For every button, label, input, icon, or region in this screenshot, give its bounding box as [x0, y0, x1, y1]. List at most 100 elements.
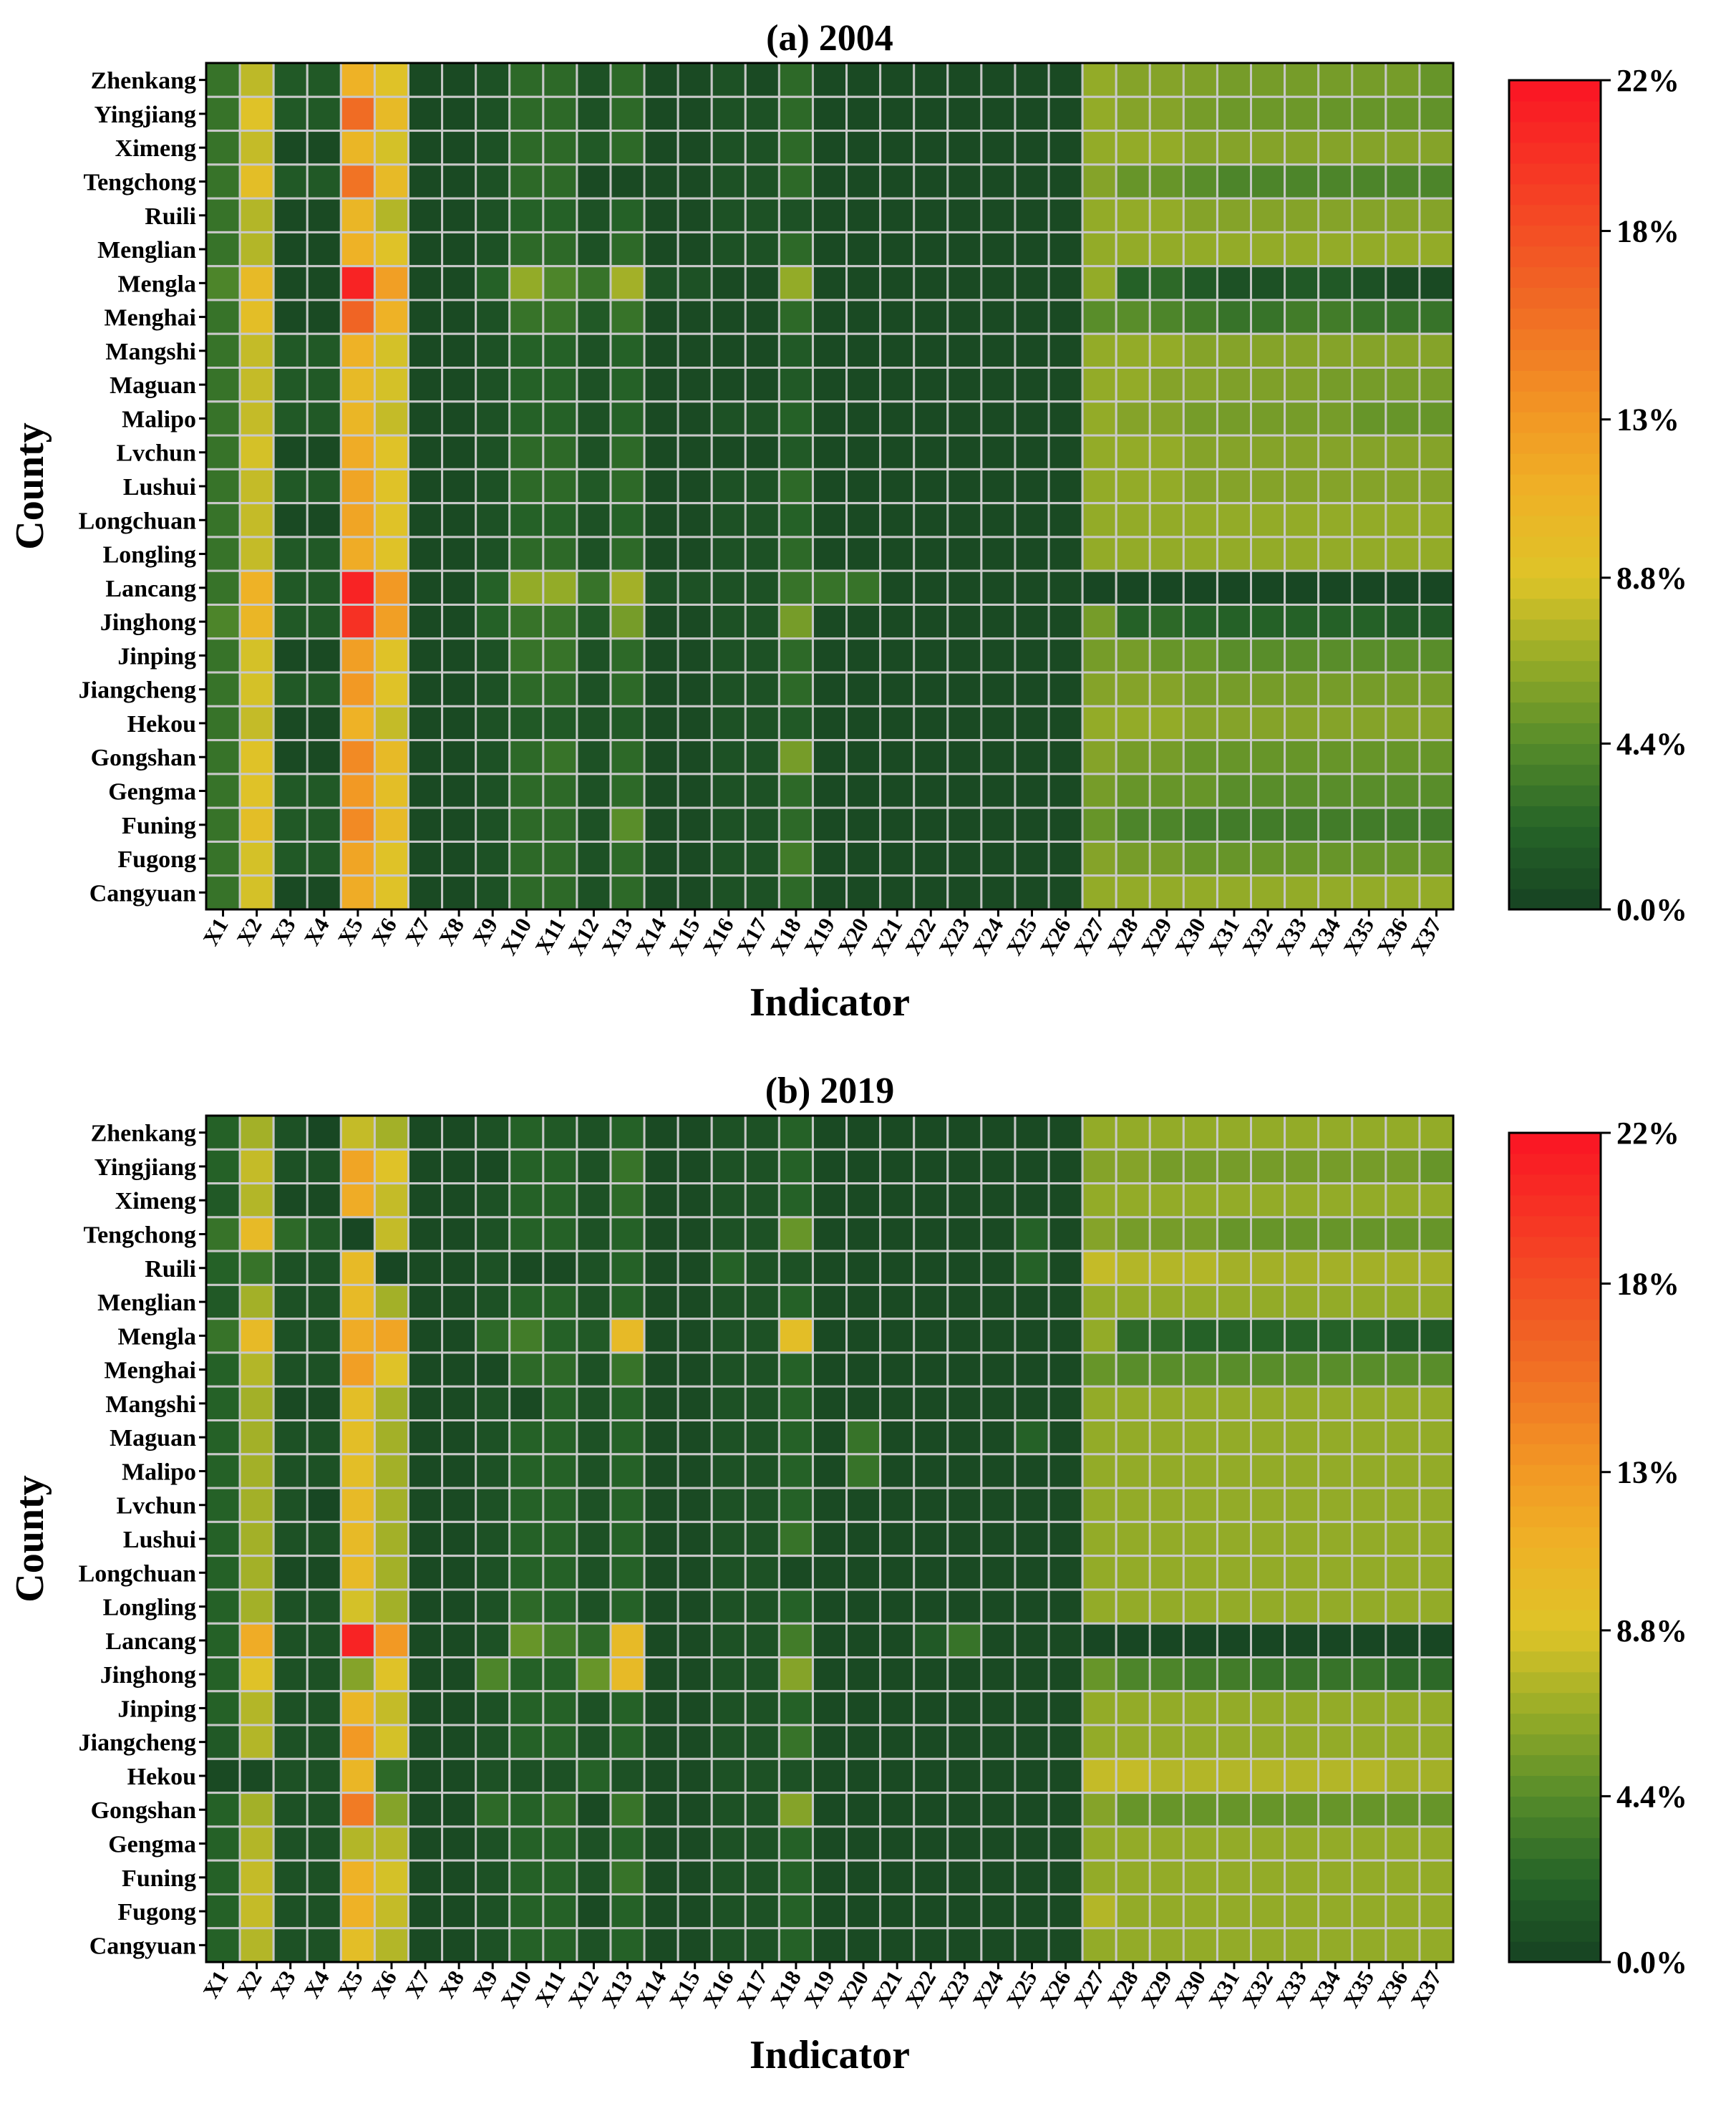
heatmap-cell	[811, 400, 848, 437]
heatmap-cell	[272, 265, 309, 301]
heatmap-cell	[1148, 1283, 1185, 1320]
heatmap-cell	[1250, 1419, 1286, 1456]
heatmap-cell	[777, 367, 814, 403]
heatmap-cell	[542, 806, 578, 843]
heatmap-cell	[643, 1419, 679, 1456]
heatmap-cell	[1385, 1825, 1421, 1862]
heatmap-cell	[879, 95, 916, 132]
heatmap-cell	[1216, 773, 1253, 809]
heatmap-cell	[542, 1724, 578, 1760]
heatmap-cell	[1418, 502, 1455, 538]
heatmap-cell	[1148, 1588, 1185, 1625]
heatmap-cell	[677, 1385, 713, 1422]
heatmap-cell	[1351, 603, 1387, 640]
heatmap-cell	[1115, 874, 1151, 911]
heatmap-cell	[576, 1555, 612, 1591]
colorbar-segment	[1509, 1837, 1601, 1859]
heatmap-cell	[339, 773, 376, 809]
heatmap-cell	[1081, 468, 1117, 505]
heatmap-cell	[1047, 1622, 1084, 1658]
heatmap-cell	[475, 1148, 511, 1185]
heatmap-cell	[475, 163, 511, 200]
heatmap-cell	[710, 197, 747, 233]
heatmap-cell	[946, 1656, 983, 1693]
colorbar-segment	[1509, 433, 1601, 454]
heatmap-cell	[777, 1216, 814, 1252]
heatmap-cell	[879, 468, 916, 505]
heatmap-cell	[205, 1893, 241, 1930]
heatmap-cell	[980, 536, 1017, 572]
heatmap-cell	[777, 739, 814, 776]
heatmap-cell	[1418, 840, 1455, 877]
heatmap-cell	[980, 1148, 1017, 1185]
heatmap-cell	[238, 1656, 275, 1693]
heatmap-cell	[407, 1757, 444, 1794]
heatmap-cell	[913, 840, 949, 877]
chart-title: (b) 2019	[765, 1071, 895, 1111]
colorbar-tick-label: 22%	[1616, 63, 1679, 98]
heatmap-cell	[643, 95, 679, 132]
heatmap-cell	[811, 773, 848, 809]
heatmap-cell	[879, 1893, 916, 1930]
heatmap-cell	[1081, 502, 1117, 538]
y-tick-label: Tengchong	[84, 169, 196, 195]
heatmap-cell	[1014, 197, 1050, 233]
heatmap-cell	[1115, 1216, 1151, 1252]
heatmap-cell	[542, 502, 578, 538]
heatmap-cell	[542, 1487, 578, 1523]
heatmap-cell	[1385, 1250, 1421, 1286]
heatmap-cell	[339, 536, 376, 572]
heatmap-cell	[238, 265, 275, 301]
heatmap-cell	[441, 1622, 477, 1658]
y-tick-label: Lvchun	[117, 1493, 197, 1520]
heatmap-cell	[980, 1859, 1017, 1895]
heatmap-cell	[441, 130, 477, 166]
heatmap-cell	[205, 1690, 241, 1726]
heatmap-cell	[1148, 1487, 1185, 1523]
heatmap-cell	[913, 1148, 949, 1185]
heatmap-cell	[1148, 637, 1185, 674]
heatmap-cell	[609, 569, 646, 606]
heatmap-cell	[238, 299, 275, 335]
heatmap-cell	[576, 1792, 612, 1828]
heatmap-cell	[1047, 569, 1084, 606]
heatmap-cell	[306, 840, 342, 877]
heatmap-cell	[407, 1927, 444, 1963]
heatmap-cell	[508, 367, 545, 403]
heatmap-cell	[542, 1927, 578, 1963]
heatmap-cell	[980, 130, 1017, 166]
heatmap-cell	[407, 332, 444, 369]
heatmap-cell	[1081, 1859, 1117, 1895]
heatmap-cell	[1385, 1318, 1421, 1354]
heatmap-cell	[475, 1690, 511, 1726]
heatmap-cell	[946, 739, 983, 776]
heatmap-cell	[913, 130, 949, 166]
heatmap-cell	[205, 1148, 241, 1185]
colorbar-segment	[1509, 1174, 1601, 1196]
heatmap-cell	[205, 1487, 241, 1523]
x-tick-label: X15	[664, 1966, 705, 2012]
heatmap-cell	[1148, 1859, 1185, 1895]
heatmap-cell	[272, 637, 309, 674]
heatmap-cell	[1284, 1114, 1320, 1151]
heatmap-cell	[542, 874, 578, 911]
heatmap-cell	[1047, 1283, 1084, 1320]
heatmap-cell	[339, 434, 376, 470]
heatmap-cell	[1284, 400, 1320, 437]
heatmap-cell	[879, 1148, 916, 1185]
heatmap-cell	[508, 1351, 545, 1388]
heatmap-cell	[1351, 163, 1387, 200]
heatmap-cell	[609, 1792, 646, 1828]
heatmap-cell	[542, 1588, 578, 1625]
heatmap-cell	[238, 1182, 275, 1219]
heatmap-cell	[205, 1792, 241, 1828]
heatmap-cell	[643, 874, 679, 911]
heatmap-cell	[373, 1148, 409, 1185]
heatmap-cell	[980, 1893, 1017, 1930]
heatmap-cell	[677, 299, 713, 335]
heatmap-cell	[845, 400, 882, 437]
heatmap-cell	[1284, 1351, 1320, 1388]
heatmap-cell	[542, 671, 578, 707]
colorbar-segment	[1509, 785, 1601, 806]
heatmap-cell	[913, 773, 949, 809]
